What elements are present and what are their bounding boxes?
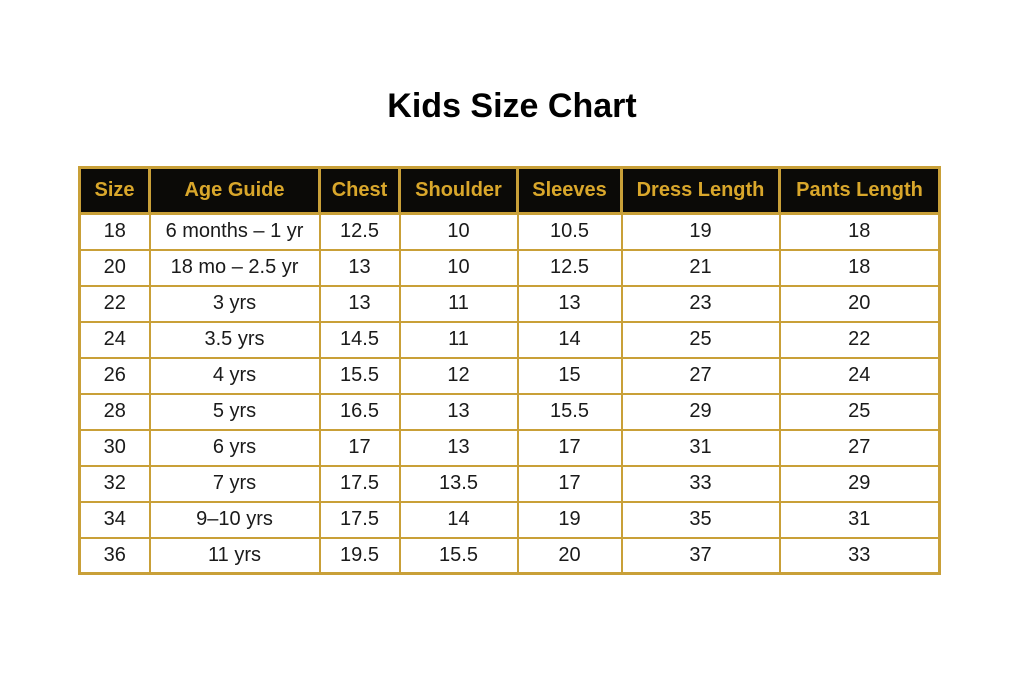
table-cell: 27 xyxy=(778,428,941,467)
table-row: 36 11 yrs 19.5 15.5 20 37 33 xyxy=(78,536,941,575)
table-cell: 33 xyxy=(778,536,941,575)
table-cell: 9–10 yrs xyxy=(148,500,321,539)
table-cell: 19 xyxy=(516,500,623,539)
table-cell: 10 xyxy=(398,212,519,251)
table-cell: 28 xyxy=(78,392,151,431)
table-cell: 14 xyxy=(398,500,519,539)
table-cell: 19.5 xyxy=(318,536,401,575)
table-cell: 18 mo – 2.5 yr xyxy=(148,248,321,287)
table-cell: 37 xyxy=(620,536,781,575)
table-row: 18 6 months – 1 yr 12.5 10 10.5 19 18 xyxy=(78,212,941,251)
column-header-shoulder: Shoulder xyxy=(398,166,519,215)
table-cell: 12.5 xyxy=(318,212,401,251)
table-cell: 15.5 xyxy=(516,392,623,431)
table-cell: 19 xyxy=(620,212,781,251)
table-cell: 15.5 xyxy=(398,536,519,575)
table-cell: 13 xyxy=(516,284,623,323)
table-cell: 21 xyxy=(620,248,781,287)
table-cell: 13.5 xyxy=(398,464,519,503)
table-cell: 24 xyxy=(778,356,941,395)
table-row: 20 18 mo – 2.5 yr 13 10 12.5 21 18 xyxy=(78,248,941,287)
table-cell: 13 xyxy=(398,428,519,467)
page-title: Kids Size Chart xyxy=(387,87,637,125)
column-header-size: Size xyxy=(78,166,151,215)
table-cell: 23 xyxy=(620,284,781,323)
table-row: 32 7 yrs 17.5 13.5 17 33 29 xyxy=(78,464,941,503)
column-header-sleeves: Sleeves xyxy=(516,166,623,215)
table-cell: 32 xyxy=(78,464,151,503)
table-cell: 11 xyxy=(398,320,519,359)
table-cell: 24 xyxy=(78,320,151,359)
column-header-dress-length: Dress Length xyxy=(620,166,781,215)
table-row: 30 6 yrs 17 13 17 31 27 xyxy=(78,428,941,467)
table-cell: 25 xyxy=(778,392,941,431)
table-body: 18 6 months – 1 yr 12.5 10 10.5 19 18 20 18 mo –… xyxy=(78,212,941,575)
table-header: Size Age Guide Chest Shoulder Sleeves Dress L… xyxy=(78,166,941,215)
table-cell: 7 yrs xyxy=(148,464,321,503)
table-row: 22 3 yrs 13 11 13 23 20 xyxy=(78,284,941,323)
table-cell: 6 yrs xyxy=(148,428,321,467)
table-cell: 11 yrs xyxy=(148,536,321,575)
table-cell: 30 xyxy=(78,428,151,467)
table-cell: 4 yrs xyxy=(148,356,321,395)
table-cell: 13 xyxy=(318,284,401,323)
table-cell: 16.5 xyxy=(318,392,401,431)
table-cell: 34 xyxy=(78,500,151,539)
table-cell: 17 xyxy=(516,464,623,503)
header-row: Size Age Guide Chest Shoulder Sleeves Dress L… xyxy=(78,166,941,215)
table-cell: 20 xyxy=(516,536,623,575)
table-row: 34 9–10 yrs 17.5 14 19 35 31 xyxy=(78,500,941,539)
table-cell: 13 xyxy=(398,392,519,431)
table-cell: 31 xyxy=(620,428,781,467)
table-cell: 22 xyxy=(78,284,151,323)
table-cell: 17 xyxy=(516,428,623,467)
table-cell: 17.5 xyxy=(318,464,401,503)
table-cell: 6 months – 1 yr xyxy=(148,212,321,251)
table-cell: 33 xyxy=(620,464,781,503)
table-row: 26 4 yrs 15.5 12 15 27 24 xyxy=(78,356,941,395)
table-cell: 22 xyxy=(778,320,941,359)
table-cell: 12.5 xyxy=(516,248,623,287)
table-cell: 27 xyxy=(620,356,781,395)
table-cell: 35 xyxy=(620,500,781,539)
column-header-chest: Chest xyxy=(318,166,401,215)
table-cell: 36 xyxy=(78,536,151,575)
table-cell: 17.5 xyxy=(318,500,401,539)
table-cell: 18 xyxy=(778,212,941,251)
table-cell: 15 xyxy=(516,356,623,395)
table-cell: 29 xyxy=(778,464,941,503)
table-row: 24 3.5 yrs 14.5 11 14 25 22 xyxy=(78,320,941,359)
table-cell: 18 xyxy=(778,248,941,287)
table-cell: 14 xyxy=(516,320,623,359)
table-cell: 20 xyxy=(78,248,151,287)
table-cell: 3 yrs xyxy=(148,284,321,323)
size-chart-container: Size Age Guide Chest Shoulder Sleeves Dress L… xyxy=(78,166,941,575)
table-cell: 25 xyxy=(620,320,781,359)
table-cell: 17 xyxy=(318,428,401,467)
table-cell: 15.5 xyxy=(318,356,401,395)
table-cell: 29 xyxy=(620,392,781,431)
table-cell: 13 xyxy=(318,248,401,287)
kids-size-chart-table: Size Age Guide Chest Shoulder Sleeves Dress L… xyxy=(78,166,941,575)
table-cell: 5 yrs xyxy=(148,392,321,431)
table-cell: 10.5 xyxy=(516,212,623,251)
column-header-pants-length: Pants Length xyxy=(778,166,941,215)
table-cell: 11 xyxy=(398,284,519,323)
table-row: 28 5 yrs 16.5 13 15.5 29 25 xyxy=(78,392,941,431)
column-header-age-guide: Age Guide xyxy=(148,166,321,215)
table-cell: 20 xyxy=(778,284,941,323)
table-cell: 18 xyxy=(78,212,151,251)
table-cell: 31 xyxy=(778,500,941,539)
table-cell: 3.5 yrs xyxy=(148,320,321,359)
table-cell: 26 xyxy=(78,356,151,395)
table-cell: 10 xyxy=(398,248,519,287)
table-cell: 12 xyxy=(398,356,519,395)
table-cell: 14.5 xyxy=(318,320,401,359)
